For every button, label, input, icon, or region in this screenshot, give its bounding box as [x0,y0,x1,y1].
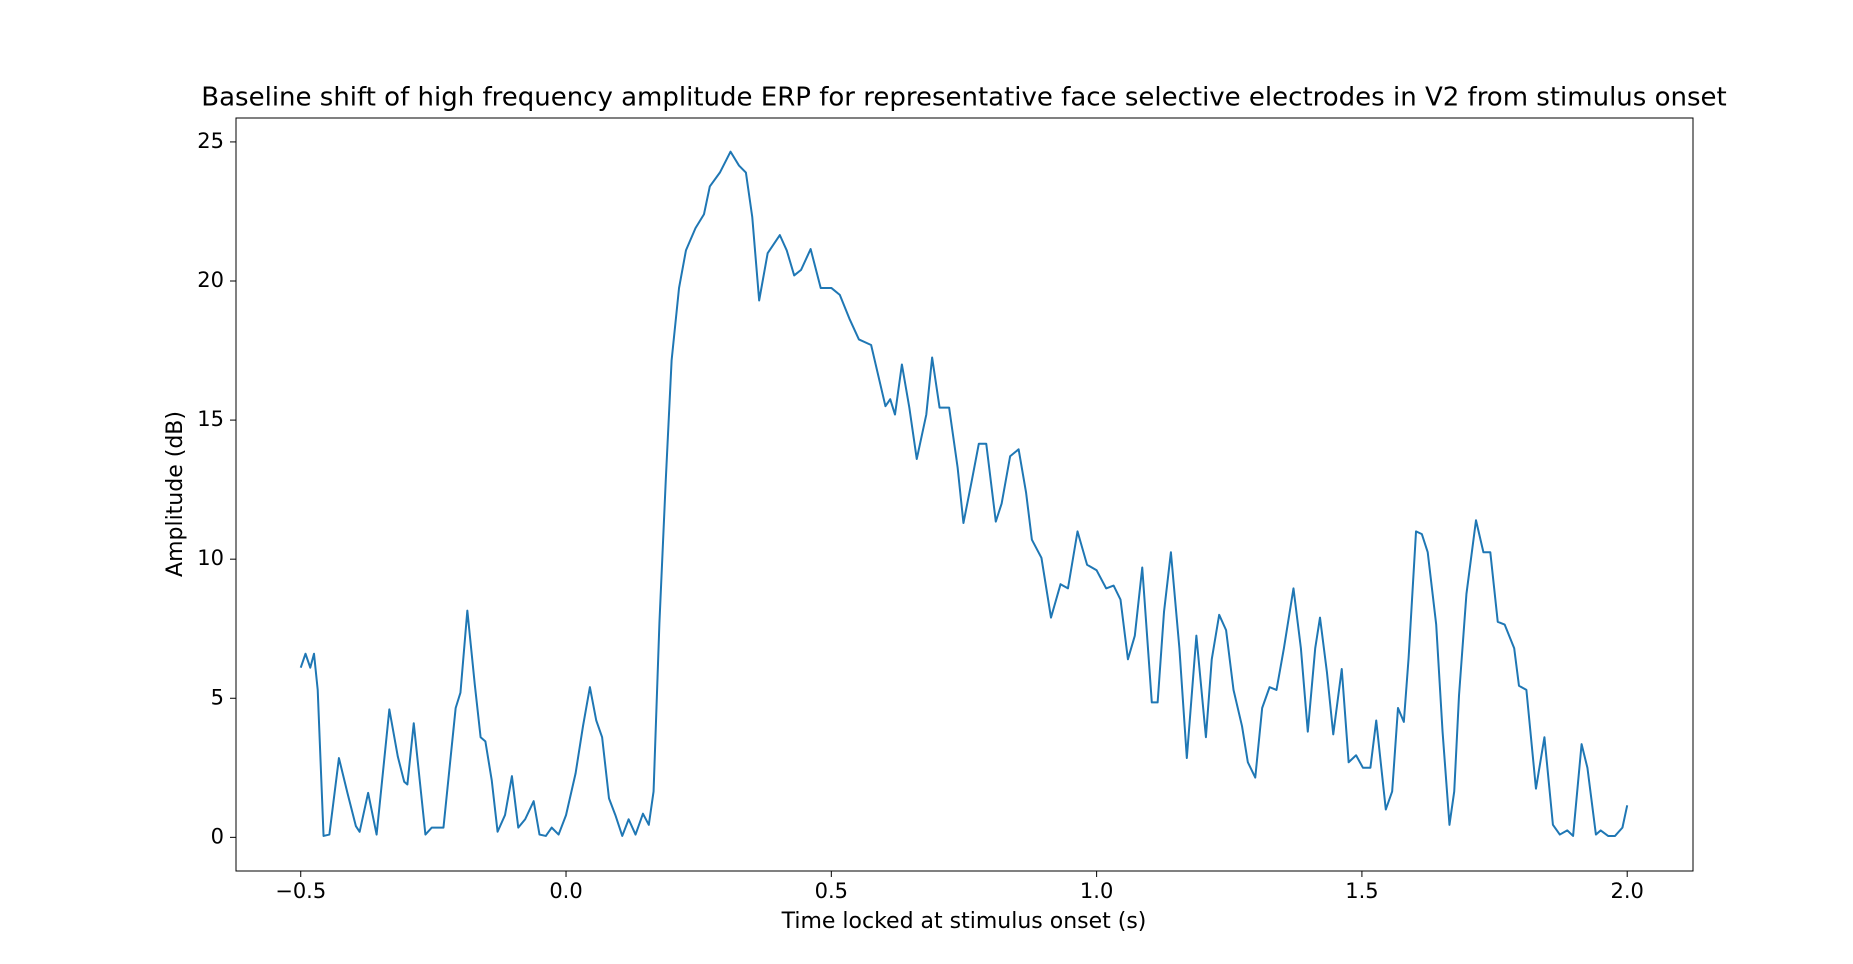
plot-frame [235,117,1694,872]
y-tick-label: 15 [197,407,224,431]
data-line [299,150,1629,837]
x-axis-label: Time locked at stimulus onset (s) [781,909,1147,934]
y-tick-label: 10 [197,546,224,570]
x-tick-label: 0.5 [815,879,848,903]
y-tick-label: 5 [211,685,224,709]
y-tick-label: 20 [197,268,224,292]
x-tick-label: 0.0 [549,879,582,903]
y-axis-label: Amplitude (dB) [163,411,188,577]
y-tick-label: 0 [211,824,224,848]
x-tick-label: 2.0 [1611,879,1644,903]
y-tick-label: 25 [197,129,224,153]
chart-title: Baseline shift of high frequency amplitu… [201,83,1726,113]
x-tick-label: 1.5 [1345,879,1378,903]
x-tick-label: −0.5 [275,879,326,903]
x-tick-label: 1.0 [1080,879,1113,903]
